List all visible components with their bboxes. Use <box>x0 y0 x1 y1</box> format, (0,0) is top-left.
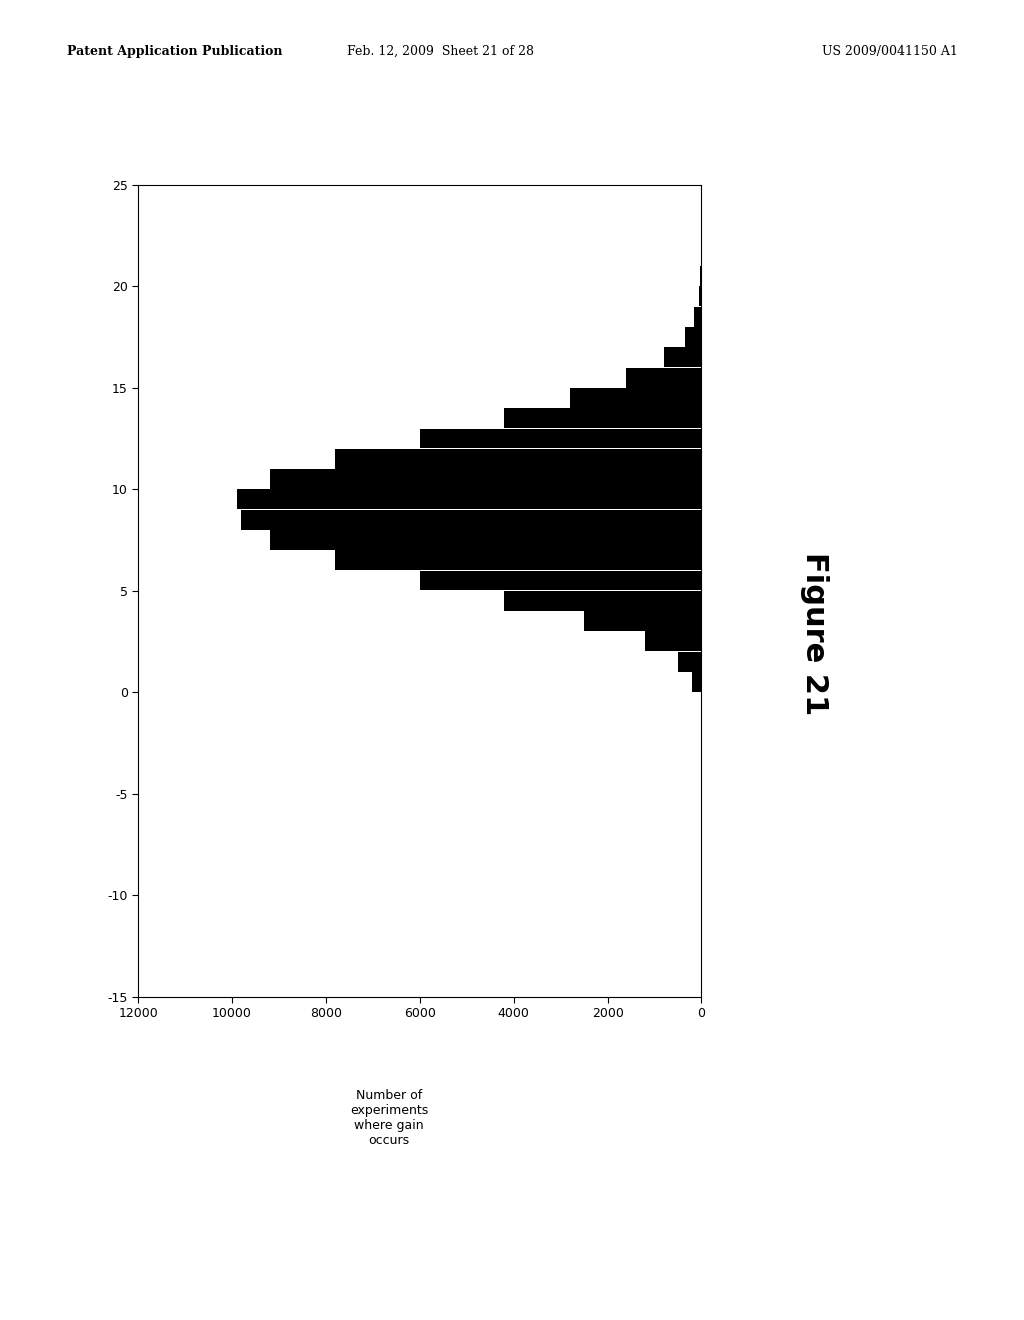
Text: US 2009/0041150 A1: US 2009/0041150 A1 <box>821 45 957 58</box>
Bar <box>505 408 701 428</box>
Bar <box>627 368 701 388</box>
Text: Figure 21: Figure 21 <box>800 552 828 715</box>
Bar <box>269 469 701 488</box>
Text: Patent Application Publication: Patent Application Publication <box>67 45 282 58</box>
Bar <box>505 591 701 611</box>
Bar <box>237 490 701 510</box>
Bar <box>420 570 701 590</box>
Bar <box>269 531 701 550</box>
Bar <box>685 327 701 347</box>
Bar <box>336 550 701 570</box>
Text: Feb. 12, 2009  Sheet 21 of 28: Feb. 12, 2009 Sheet 21 of 28 <box>347 45 534 58</box>
Bar <box>678 652 701 672</box>
Text: Number of
experiments
where gain
occurs: Number of experiments where gain occurs <box>350 1089 428 1147</box>
Bar <box>645 631 701 651</box>
Bar <box>242 510 701 529</box>
Bar <box>664 347 701 367</box>
Bar <box>698 286 701 306</box>
Bar <box>700 267 701 286</box>
Bar <box>420 429 701 449</box>
Bar <box>694 306 701 326</box>
Bar <box>336 449 701 469</box>
Bar <box>584 611 701 631</box>
Bar <box>692 672 701 692</box>
Bar <box>570 388 701 408</box>
